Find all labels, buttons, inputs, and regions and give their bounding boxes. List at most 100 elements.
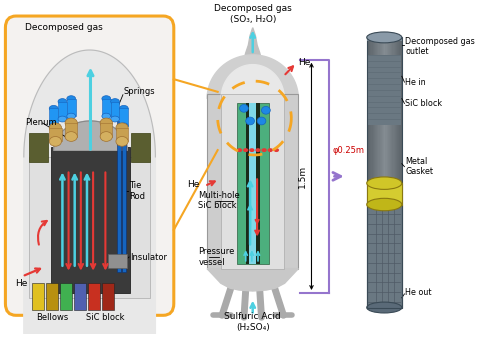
Bar xyxy=(380,37,381,308)
Text: He: He xyxy=(15,279,27,288)
Ellipse shape xyxy=(255,148,261,152)
Ellipse shape xyxy=(120,105,128,111)
Ellipse shape xyxy=(262,106,270,114)
Bar xyxy=(67,99,75,116)
Bar xyxy=(376,37,377,308)
Text: SiC block: SiC block xyxy=(405,99,443,108)
Ellipse shape xyxy=(249,148,254,152)
Polygon shape xyxy=(207,55,299,99)
Bar xyxy=(120,108,128,126)
Polygon shape xyxy=(54,121,127,150)
Bar xyxy=(29,157,150,298)
Bar xyxy=(49,108,58,126)
Text: Pressure
vessel: Pressure vessel xyxy=(198,247,235,267)
Bar xyxy=(29,133,48,162)
Ellipse shape xyxy=(116,123,128,133)
Bar xyxy=(102,283,114,310)
Text: Decomposed gas: Decomposed gas xyxy=(405,37,475,46)
Text: outlet: outlet xyxy=(405,47,429,56)
Text: He out: He out xyxy=(405,288,432,298)
Bar xyxy=(367,183,402,205)
Bar xyxy=(396,37,397,308)
Bar xyxy=(391,37,393,308)
Ellipse shape xyxy=(243,148,248,152)
Bar xyxy=(368,55,401,125)
Text: Multi-hole
SiC block: Multi-hole SiC block xyxy=(198,191,240,210)
Ellipse shape xyxy=(120,123,128,129)
Bar xyxy=(369,37,370,308)
Text: SiC block: SiC block xyxy=(86,313,125,322)
Ellipse shape xyxy=(246,117,254,125)
Bar xyxy=(368,37,369,308)
Bar xyxy=(88,283,100,310)
Text: Insulator: Insulator xyxy=(130,252,167,262)
Bar xyxy=(383,37,384,308)
Bar xyxy=(249,103,256,264)
Ellipse shape xyxy=(67,113,75,119)
Bar xyxy=(367,205,402,308)
Ellipse shape xyxy=(49,136,61,146)
Bar xyxy=(377,37,378,308)
Bar xyxy=(399,37,401,308)
Text: φ0.25m: φ0.25m xyxy=(333,146,365,155)
Ellipse shape xyxy=(367,302,402,313)
Bar xyxy=(386,37,388,308)
Bar xyxy=(111,101,120,119)
Bar xyxy=(58,101,67,119)
Bar xyxy=(49,128,61,142)
Ellipse shape xyxy=(367,177,402,189)
Text: Gasket: Gasket xyxy=(405,167,433,176)
Ellipse shape xyxy=(65,118,77,128)
Bar xyxy=(46,283,58,310)
Bar xyxy=(117,121,121,272)
Text: Plenum: Plenum xyxy=(24,118,56,127)
Ellipse shape xyxy=(49,123,58,129)
FancyBboxPatch shape xyxy=(5,16,174,315)
Text: Decomposed gas: Decomposed gas xyxy=(25,23,103,32)
Bar xyxy=(394,37,395,308)
Bar xyxy=(74,283,86,310)
Bar xyxy=(102,99,111,116)
Bar xyxy=(401,37,402,308)
Text: Decomposed gas
(SO₃, H₂O): Decomposed gas (SO₃, H₂O) xyxy=(214,4,292,24)
Bar xyxy=(370,37,372,308)
Ellipse shape xyxy=(58,116,67,122)
Polygon shape xyxy=(221,65,284,99)
Ellipse shape xyxy=(262,148,267,152)
Bar xyxy=(51,147,130,293)
Bar xyxy=(390,37,391,308)
Text: Bellows: Bellows xyxy=(36,313,68,322)
Ellipse shape xyxy=(268,148,273,152)
Bar xyxy=(221,94,284,269)
Bar xyxy=(60,283,72,310)
Ellipse shape xyxy=(274,148,279,152)
Bar xyxy=(100,123,112,136)
Bar xyxy=(372,37,374,308)
Bar xyxy=(385,37,386,308)
Bar xyxy=(374,37,375,308)
Ellipse shape xyxy=(100,132,112,142)
Ellipse shape xyxy=(240,104,248,112)
Bar xyxy=(122,121,126,272)
Text: 1.5m: 1.5m xyxy=(298,165,307,188)
Bar xyxy=(381,37,382,308)
Bar xyxy=(378,37,380,308)
Text: He in: He in xyxy=(405,78,426,87)
Text: Tie
Rod: Tie Rod xyxy=(129,181,145,201)
Bar xyxy=(207,94,299,269)
Ellipse shape xyxy=(367,32,402,43)
Bar xyxy=(388,37,389,308)
Bar xyxy=(389,37,390,308)
Ellipse shape xyxy=(65,132,77,142)
Bar xyxy=(367,37,402,308)
Bar xyxy=(131,133,150,162)
Text: Springs: Springs xyxy=(124,87,156,96)
Ellipse shape xyxy=(111,99,120,104)
Text: Sulfuric Acid
(H₂SO₄): Sulfuric Acid (H₂SO₄) xyxy=(224,312,281,332)
Bar xyxy=(116,128,128,142)
Text: He: He xyxy=(299,58,311,67)
Ellipse shape xyxy=(102,96,111,101)
Polygon shape xyxy=(24,50,156,334)
Bar xyxy=(246,103,260,264)
Ellipse shape xyxy=(367,198,402,211)
